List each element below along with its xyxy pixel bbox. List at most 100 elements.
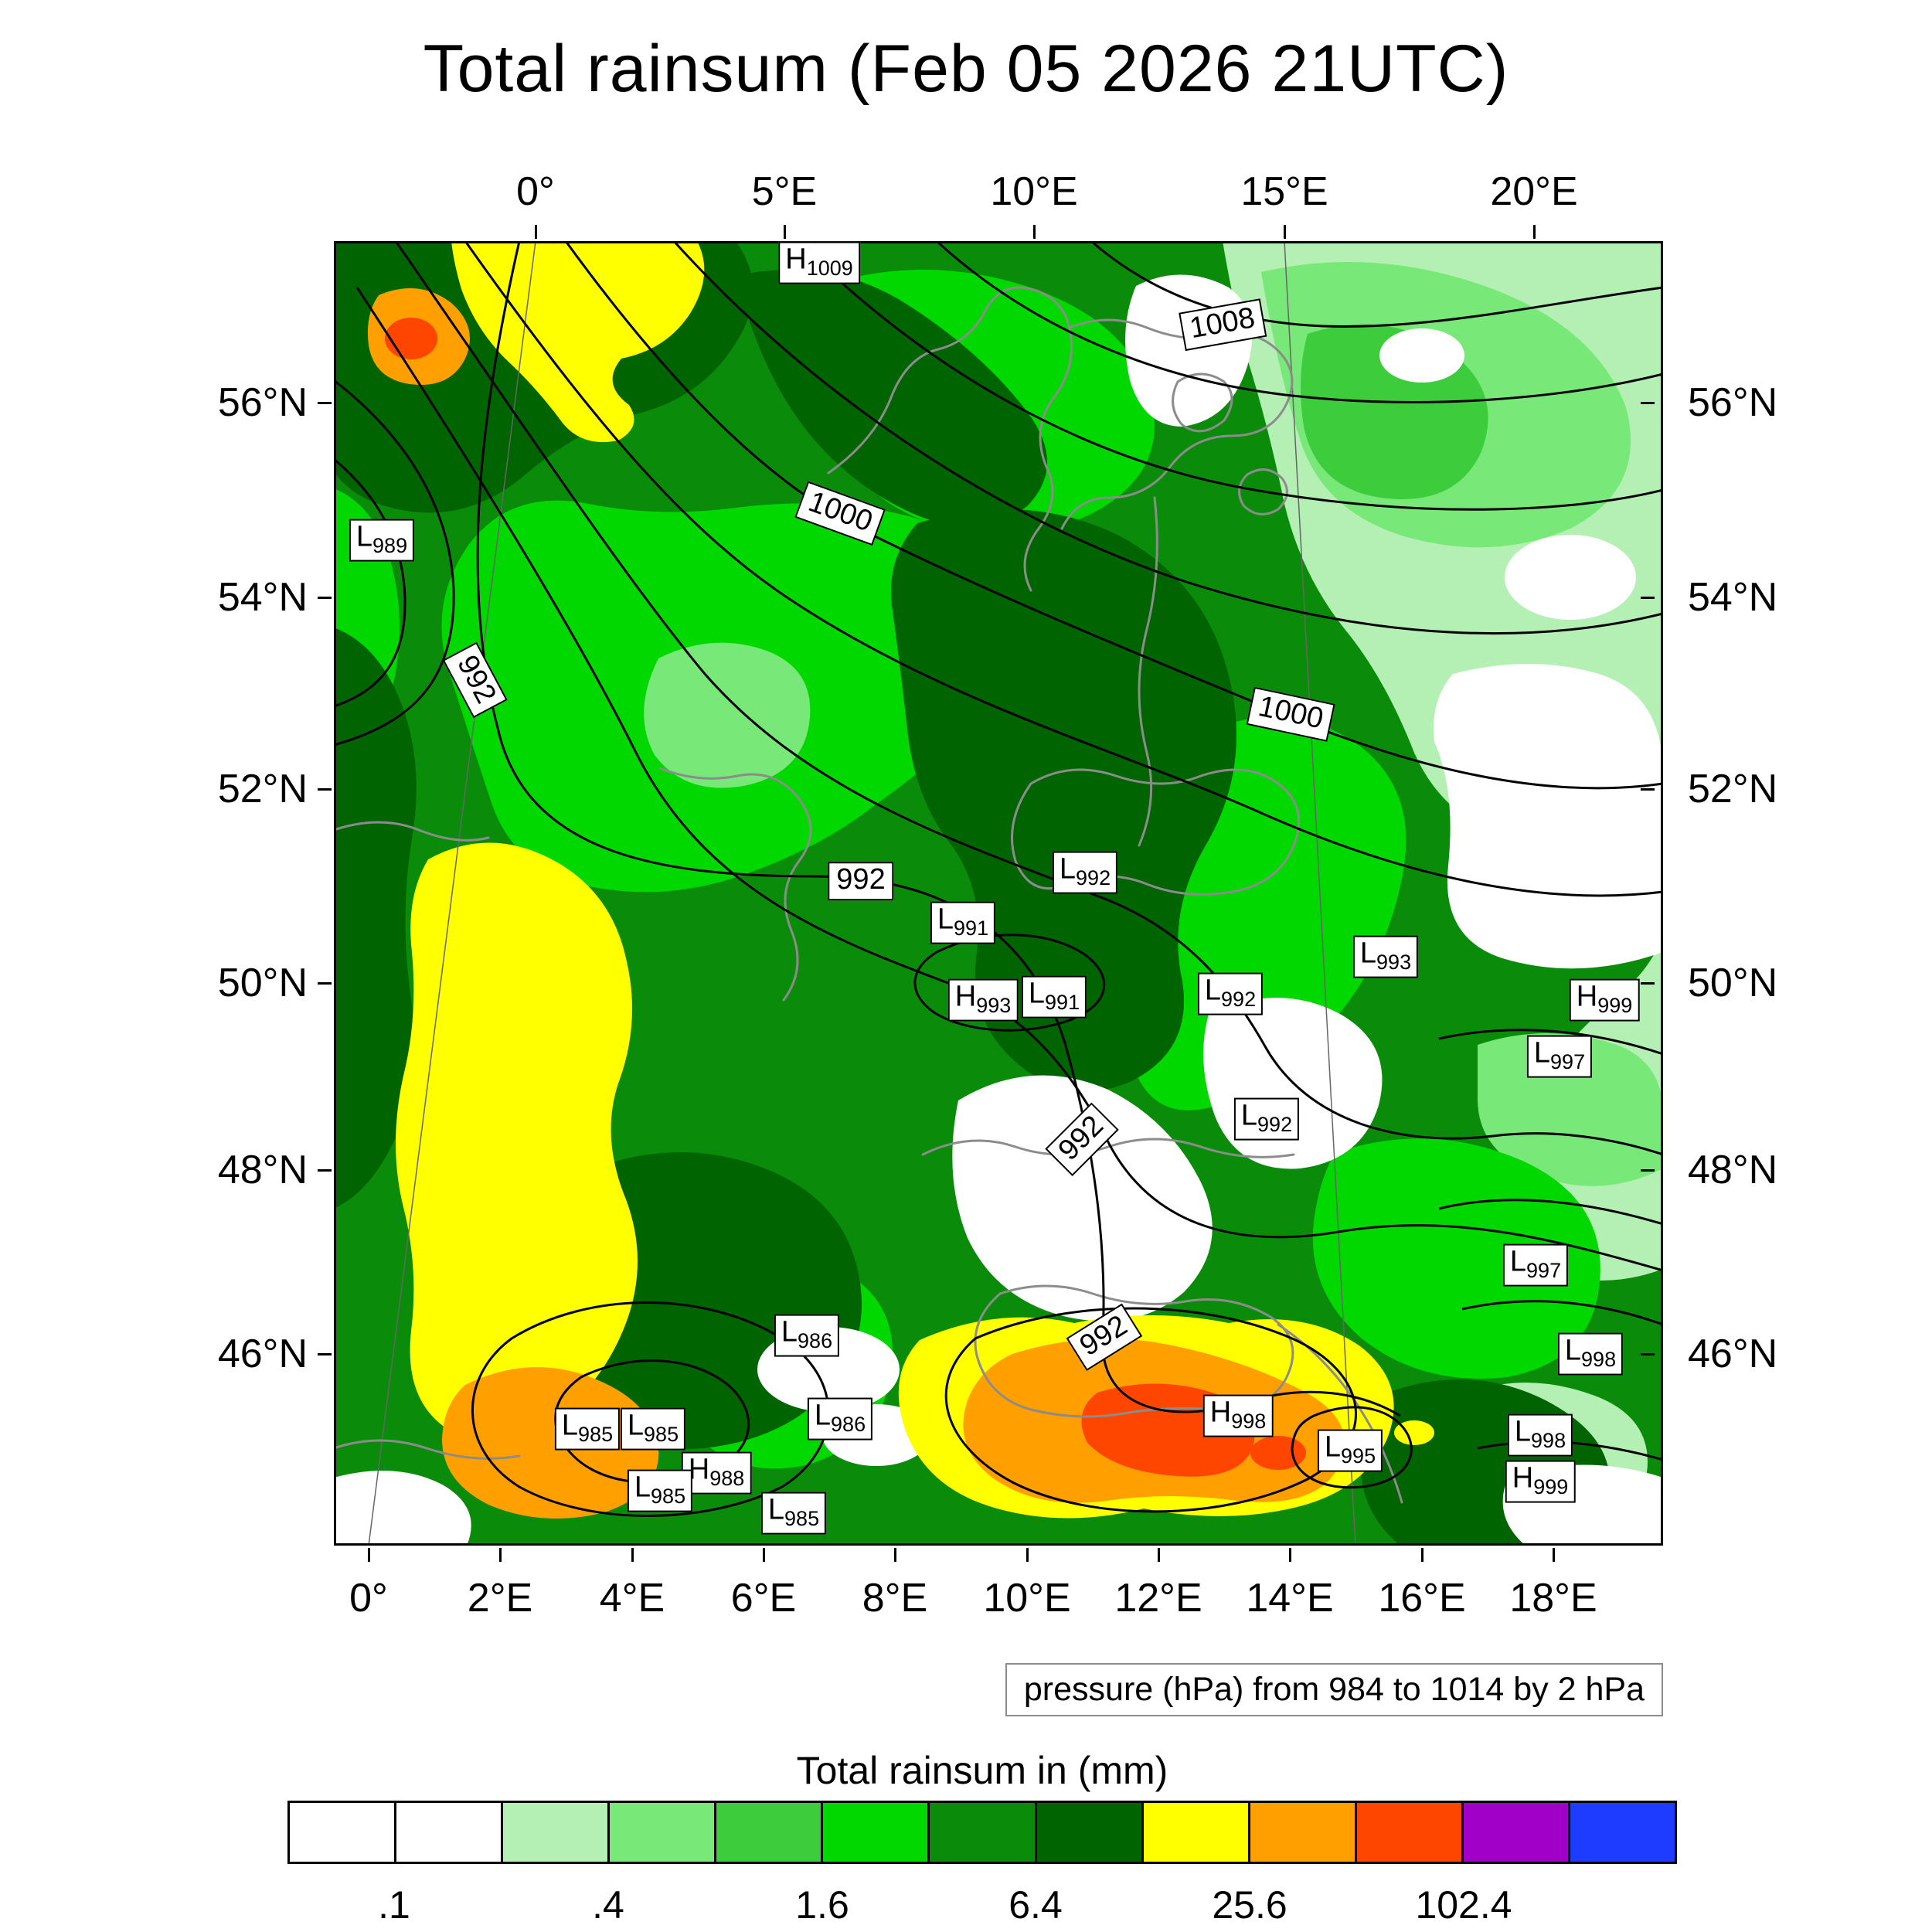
axis-tick-bottom (368, 1548, 370, 1562)
pressure-value: 997 (1526, 1259, 1562, 1283)
axis-tick-left (318, 982, 332, 985)
axis-label-right: 54°N (1688, 575, 1778, 620)
pressure-value: 991 (954, 917, 989, 940)
axis-label-bottom: 18°E (1509, 1576, 1597, 1621)
colorbar-segment (501, 1803, 608, 1862)
colorbar-segment (927, 1803, 1035, 1862)
pressure-value: 998 (1531, 1429, 1566, 1453)
pressure-value: 998 (1581, 1348, 1617, 1372)
pressure-center-low: L991 (930, 901, 996, 944)
pressure-center-low: L998 (1557, 1332, 1624, 1376)
axis-label-top: 0° (516, 169, 555, 214)
colorbar-tick-label: 25.6 (1212, 1883, 1287, 1927)
pressure-value: 992 (1257, 1113, 1293, 1137)
axis-tick-right (1641, 788, 1655, 791)
figure-title: Total rainsum (Feb 05 2026 21UTC) (423, 32, 1509, 106)
axis-label-bottom: 2°E (467, 1576, 533, 1621)
pressure-center-high: H999 (1505, 1460, 1576, 1503)
legend-title: Total rainsum in (mm) (796, 1749, 1168, 1792)
axis-tick-right (1641, 597, 1655, 599)
pressure-value: 988 (709, 1467, 745, 1491)
pressure-center-high: H999 (1569, 978, 1640, 1022)
axis-label-right: 56°N (1688, 380, 1778, 425)
pressure-center-low: L998 (1507, 1413, 1573, 1457)
pressure-value: 992 (1076, 866, 1111, 890)
axis-tick-bottom (631, 1548, 634, 1562)
axis-label-right: 50°N (1688, 961, 1778, 1005)
axis-label-left: 50°N (217, 961, 308, 1005)
axis-tick-top (1033, 225, 1036, 239)
rainfall-field-svg (334, 241, 1663, 1546)
axis-tick-left (318, 788, 332, 791)
axis-label-bottom: 10°E (983, 1576, 1071, 1621)
axis-label-left: 56°N (217, 380, 308, 425)
pressure-center-high: H1009 (778, 241, 860, 284)
pressure-caption: pressure (hPa) from 984 to 1014 by 2 hPa (1005, 1663, 1663, 1716)
pressure-center-high: H993 (947, 978, 1019, 1022)
pressure-center-low: L997 (1526, 1035, 1593, 1078)
colorbar-segment (1247, 1803, 1355, 1862)
axis-label-bottom: 12°E (1114, 1576, 1202, 1621)
axis-tick-top (784, 225, 786, 239)
axis-tick-left (318, 402, 332, 404)
map-area: 0° 5°E 10°E 15°E 20°E 0° 2°E 4°E 6°E 8°E 10°E 12°E 1… (218, 169, 1777, 1621)
axis-tick-bottom (763, 1548, 765, 1562)
axis-tick-top (1284, 225, 1286, 239)
pressure-value: 1009 (806, 257, 853, 281)
axis-label-right: 52°N (1688, 767, 1778, 811)
axis-label-left: 52°N (217, 767, 308, 811)
pressure-center-low: L989 (349, 519, 415, 562)
axis-label-right: 48°N (1688, 1148, 1778, 1192)
pressure-center-low: L992 (1197, 972, 1264, 1015)
axis-tick-right (1641, 1169, 1655, 1172)
axis-label-left: 54°N (217, 575, 308, 620)
graticule (368, 241, 1356, 1546)
axis-tick-right (1641, 982, 1655, 985)
pressure-value: 986 (798, 1329, 833, 1353)
pressure-value: 985 (651, 1485, 686, 1509)
axis-label-bottom: 4°E (599, 1576, 665, 1621)
axis-tick-left (318, 1169, 332, 1172)
pressure-center-low: L993 (1352, 935, 1419, 978)
colorbar-segment (1461, 1803, 1568, 1862)
axis-tick-left (318, 597, 332, 599)
axis-label-right: 46°N (1688, 1332, 1778, 1376)
rain-shading (334, 241, 1663, 1546)
axis-tick-top (535, 225, 537, 239)
pressure-value: 985 (578, 1423, 614, 1447)
colorbar-tick-label: .4 (592, 1883, 624, 1927)
axis-label-bottom: 16°E (1378, 1576, 1466, 1621)
pressure-center-high: H998 (1202, 1394, 1274, 1437)
isobar-label: 992 (828, 862, 894, 900)
pressure-value: 993 (976, 994, 1012, 1018)
axis-tick-bottom (1421, 1548, 1423, 1562)
colorbar-segment (607, 1803, 715, 1862)
pressure-center-low: L992 (1233, 1097, 1300, 1141)
colorbar-segment (290, 1803, 395, 1862)
axis-label-top: 5°E (751, 169, 818, 214)
pressure-center-low: L986 (774, 1314, 840, 1357)
colorbar-segment (1034, 1803, 1141, 1862)
axis-tick-bottom (894, 1548, 896, 1562)
colorbar-tick-label: 6.4 (1009, 1883, 1063, 1927)
axis-tick-left (318, 1353, 332, 1355)
pressure-value: 998 (1231, 1410, 1267, 1434)
axis-tick-top (1533, 225, 1536, 239)
pressure-value: 999 (1597, 994, 1633, 1018)
axis-label-top: 15°E (1240, 169, 1328, 214)
pressure-value: 995 (1341, 1444, 1376, 1468)
pressure-center-low: L991 (1021, 975, 1087, 1019)
colorbar-tick-label: .1 (378, 1883, 410, 1927)
colorbar-segment (1567, 1803, 1675, 1862)
pressure-center-low: L986 (807, 1397, 873, 1440)
pressure-center-low: L985 (554, 1407, 621, 1451)
pressure-value: 992 (1221, 988, 1257, 1012)
colorbar-segment (714, 1803, 821, 1862)
colorbar-segment (1141, 1803, 1248, 1862)
pressure-value: 986 (831, 1413, 866, 1437)
country-borders (334, 286, 1403, 1504)
pressure-center-low: L985 (627, 1469, 693, 1512)
pressure-center-high: H988 (681, 1451, 752, 1495)
axis-label-top: 10°E (990, 169, 1078, 214)
pressure-value: 991 (1045, 991, 1080, 1015)
